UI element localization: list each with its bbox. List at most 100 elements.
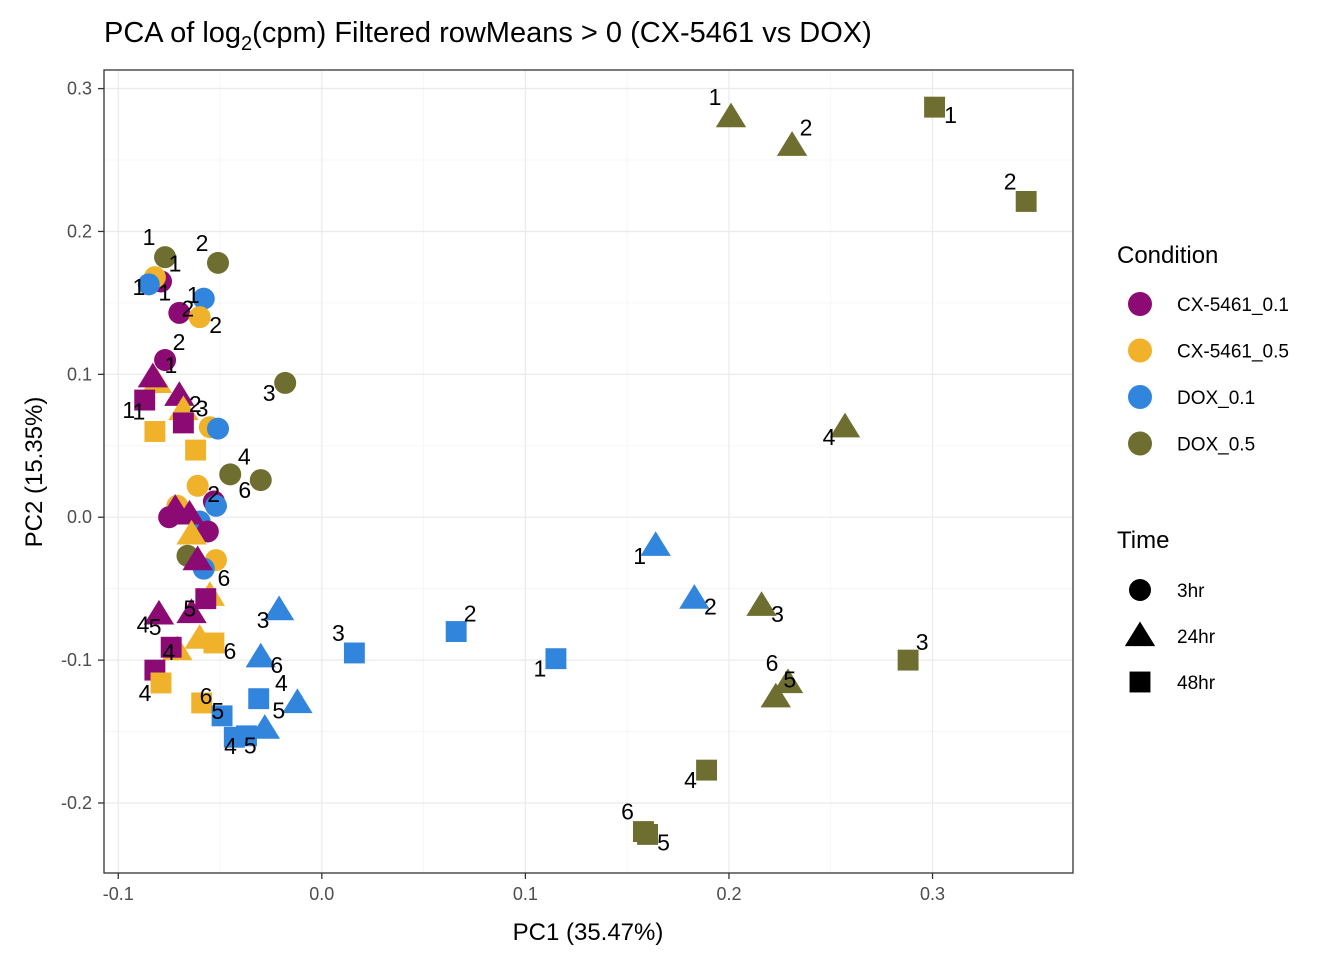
- point-label: 2: [173, 329, 186, 355]
- data-point: [174, 499, 205, 525]
- data-point: [746, 591, 777, 616]
- point-label: 6: [217, 565, 230, 591]
- point-label: 1: [633, 543, 646, 569]
- data-point: [144, 421, 166, 442]
- legend-time-title: Time: [1117, 527, 1169, 554]
- legend-condition-key: [1128, 431, 1152, 456]
- legend-time-label: 48hr: [1177, 673, 1216, 694]
- point-label: 1: [122, 397, 135, 423]
- point-label: 1: [944, 102, 957, 128]
- legend-condition-key: [1128, 338, 1152, 363]
- legend-condition-label: DOX_0.1: [1177, 388, 1255, 409]
- point-label: 1: [534, 656, 547, 682]
- point-label: 4: [137, 611, 150, 637]
- data-point: [223, 726, 245, 748]
- point-label: 2: [181, 296, 194, 322]
- point-label: 2: [189, 391, 202, 417]
- y-tick-label: -0.2: [61, 793, 92, 813]
- point-label: 1: [143, 224, 156, 250]
- data-point: [640, 531, 671, 556]
- data-point: [143, 599, 175, 625]
- data-point: [160, 636, 182, 658]
- data-point: [154, 246, 177, 269]
- point-label: 4: [823, 424, 836, 450]
- point-label: 4: [224, 733, 237, 759]
- point-label: 3: [263, 380, 276, 406]
- data-point: [186, 474, 209, 497]
- point-label: 1: [709, 84, 722, 110]
- data-point: [134, 389, 156, 411]
- x-axis: -0.1 0.0 0.1 0.2 0.3: [103, 873, 945, 904]
- legend-times: 3hr 24hr 48hr: [1124, 579, 1216, 694]
- legend-condition-label: CX-5461_0.1: [1177, 295, 1289, 316]
- data-point: [196, 520, 219, 543]
- data-point: [776, 131, 808, 156]
- data-point: [191, 692, 213, 714]
- point-label: 6: [270, 652, 283, 678]
- point-label: 2: [1004, 168, 1017, 194]
- point-label: 6: [621, 799, 634, 825]
- data-point: [207, 417, 229, 440]
- data-point: [760, 682, 791, 708]
- point-label: 2: [464, 601, 477, 627]
- point-label: 1: [132, 274, 145, 300]
- legend-condition-label: DOX_0.5: [1177, 435, 1255, 456]
- data-point: [176, 519, 207, 545]
- data-point: [445, 621, 467, 642]
- point-label: 3: [332, 620, 345, 646]
- data-point: [249, 469, 272, 492]
- point-label: 1: [158, 279, 171, 305]
- legend-condition-title: Condition: [1117, 242, 1218, 269]
- data-point: [137, 362, 169, 388]
- point-label: 6: [200, 683, 213, 709]
- point-label: 3: [257, 607, 270, 633]
- data-point: [245, 642, 276, 668]
- data-point: [343, 642, 365, 664]
- data-point: [924, 96, 946, 118]
- data-point: [176, 598, 207, 624]
- point-label: 4: [162, 639, 175, 665]
- legend-condition-key: [1128, 385, 1152, 409]
- point-label: 1: [132, 398, 145, 424]
- data-point: [182, 545, 213, 571]
- data-point: [282, 688, 313, 714]
- point-label: 2: [800, 115, 813, 141]
- point-label: 1: [169, 250, 182, 276]
- data-point: [263, 595, 295, 621]
- point-label: 6: [224, 638, 237, 664]
- data-point: [185, 439, 207, 461]
- point-label: 5: [657, 829, 670, 855]
- data-point: [715, 102, 747, 128]
- point-label: 3: [771, 601, 784, 627]
- data-point: [829, 412, 861, 438]
- data-point: [195, 588, 217, 610]
- data-point: [772, 668, 804, 694]
- plot-border: [103, 69, 1074, 874]
- data-point: [188, 306, 211, 329]
- point-label: 5: [211, 698, 224, 724]
- legend: Condition CX-5461_0.1 CX-5461_0.5 DOX_0.1 D…: [1117, 242, 1289, 694]
- data-point: [248, 688, 270, 710]
- point-label: 5: [272, 698, 285, 724]
- legend-time-label: 24hr: [1177, 627, 1216, 648]
- data-point: [1015, 191, 1037, 212]
- data-point: [897, 649, 919, 671]
- y-tick-label: 0.1: [67, 364, 92, 384]
- data-point: [164, 381, 195, 406]
- point-label: 6: [238, 477, 251, 503]
- point-label: 5: [149, 614, 162, 640]
- data-point: [696, 759, 718, 781]
- point-label: 5: [244, 732, 257, 758]
- y-axis: -0.2 -0.1 0.0 0.1 0.2 0.3: [61, 79, 104, 813]
- data-point: [204, 494, 227, 517]
- data-point: [137, 273, 160, 296]
- point-label: 2: [196, 230, 209, 256]
- y-tick-label: 0.2: [67, 221, 92, 241]
- data-point: [172, 412, 194, 434]
- data-point: [679, 584, 710, 609]
- point-label: 5: [783, 666, 796, 692]
- x-tick-label: 0.0: [309, 884, 334, 904]
- point-label: 2: [207, 481, 220, 507]
- point-label: 4: [684, 767, 697, 793]
